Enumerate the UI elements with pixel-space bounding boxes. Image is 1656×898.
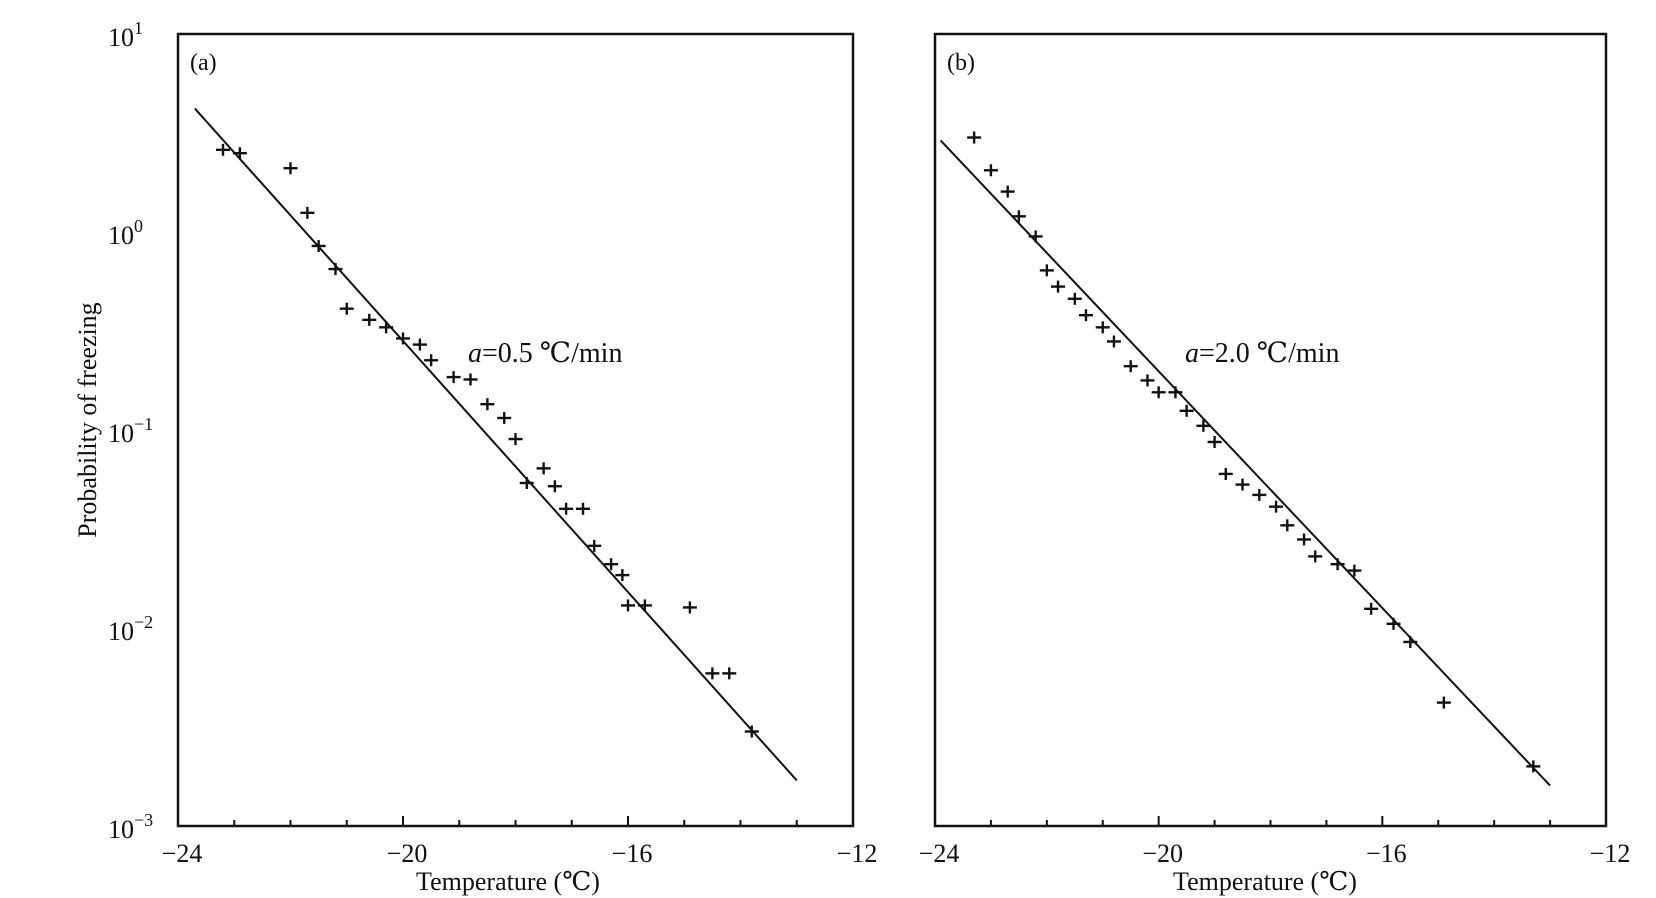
x-tick-label: −20 <box>387 839 428 868</box>
data-point <box>1051 280 1066 293</box>
data-point <box>1280 519 1295 532</box>
data-point <box>311 239 326 252</box>
data-point <box>615 569 630 582</box>
panel-b-marks <box>939 131 1551 787</box>
data-point <box>1364 602 1379 615</box>
data-point <box>480 398 495 411</box>
data-point <box>1000 185 1015 198</box>
data-point <box>1308 550 1323 563</box>
data-point <box>339 302 354 315</box>
panel-b-annotation-value: =2.0 ℃/min <box>1199 338 1339 369</box>
data-point <box>1436 696 1451 709</box>
data-point <box>232 147 247 160</box>
data-point <box>1039 264 1054 277</box>
data-point <box>536 462 551 475</box>
x-tick-label: −24 <box>162 839 203 868</box>
data-point <box>983 164 998 177</box>
data-point <box>744 725 759 738</box>
data-point <box>722 667 737 680</box>
x-tick-label: −16 <box>612 839 653 868</box>
data-point <box>1403 635 1418 648</box>
data-point <box>1207 435 1222 448</box>
data-point <box>1106 335 1121 348</box>
x-tick-label: −24 <box>919 839 960 868</box>
panel-b-chart: (b) a=2.0 ℃/min −24 −20 −16 −12 Temperature… <box>919 32 1631 896</box>
data-point <box>1168 386 1183 399</box>
panel-a-frame <box>176 32 855 828</box>
panel-b-annotation: a=2.0 ℃/min <box>1185 338 1339 369</box>
data-point <box>519 476 534 489</box>
data-point <box>1151 386 1166 399</box>
panel-b-annotation-symbol: a <box>1185 338 1199 369</box>
data-point <box>1095 321 1110 334</box>
data-point <box>396 332 410 345</box>
data-point <box>446 371 461 384</box>
panel-a-x-axis-label: Temperature (℃) <box>416 867 600 896</box>
panel-a-annotation-symbol: a <box>468 338 482 369</box>
data-point <box>1297 533 1312 546</box>
panel-b-x-ticks: −24 −20 −16 −12 <box>919 816 1631 868</box>
data-point <box>283 162 298 175</box>
data-point <box>379 321 394 334</box>
panel-b-x-axis-label: Temperature (℃) <box>1173 867 1357 896</box>
data-point <box>328 263 343 276</box>
data-point <box>497 411 512 424</box>
data-point <box>705 667 720 680</box>
data-point <box>1011 210 1026 223</box>
data-point <box>587 539 602 552</box>
data-point <box>1140 374 1155 387</box>
y-tick-label: 101 <box>108 18 143 52</box>
x-tick-label: −12 <box>837 839 878 868</box>
data-point <box>216 143 230 156</box>
data-point <box>1386 617 1401 630</box>
data-point <box>1078 309 1093 322</box>
data-point <box>1252 488 1267 501</box>
fit-line <box>939 139 1551 787</box>
data-point <box>1218 467 1233 480</box>
data-point <box>637 599 652 612</box>
y-tick-label: 100 <box>108 216 143 250</box>
data-point <box>621 599 635 612</box>
x-tick-label: −12 <box>1590 839 1631 868</box>
data-point <box>1196 419 1211 432</box>
data-point <box>967 131 982 144</box>
x-tick-label: −20 <box>1142 839 1183 868</box>
panel-a-annotation-value: =0.5 ℃/min <box>482 338 622 369</box>
data-point <box>576 502 590 515</box>
data-point <box>300 206 315 219</box>
panel-a-x-ticks: −24 −20 −16 −12 <box>162 816 878 868</box>
y-tick-label: 10−2 <box>108 612 153 646</box>
panel-a-label: (a) <box>190 50 217 76</box>
data-point <box>682 601 697 614</box>
panel-a-y-tick-labels: 101 100 10−1 10−2 10−3 <box>108 18 153 844</box>
panel-a-marks <box>194 107 798 782</box>
y-axis-label: Probability of freezing <box>73 302 102 537</box>
y-tick-label: 10−3 <box>108 810 153 844</box>
data-point <box>1526 760 1541 773</box>
y-tick-label: 10−1 <box>108 414 153 448</box>
data-point <box>424 354 439 367</box>
data-point <box>559 502 574 515</box>
data-point <box>1330 558 1345 571</box>
data-point <box>362 313 377 326</box>
panel-a-annotation: a=0.5 ℃/min <box>468 338 622 369</box>
data-point <box>1123 360 1138 373</box>
data-point <box>508 433 523 446</box>
data-point <box>1179 404 1194 417</box>
data-point <box>1347 564 1362 577</box>
data-point <box>1028 230 1043 243</box>
panel-b-label: (b) <box>947 50 975 76</box>
data-point <box>1235 478 1250 491</box>
data-point <box>1269 500 1284 513</box>
fit-line <box>194 107 798 782</box>
data-point <box>412 338 427 351</box>
panel-b-frame <box>933 32 1608 828</box>
data-point <box>463 373 478 386</box>
data-point <box>1067 292 1082 305</box>
x-tick-label: −16 <box>1366 839 1407 868</box>
data-point <box>604 558 619 571</box>
data-point <box>547 480 562 493</box>
